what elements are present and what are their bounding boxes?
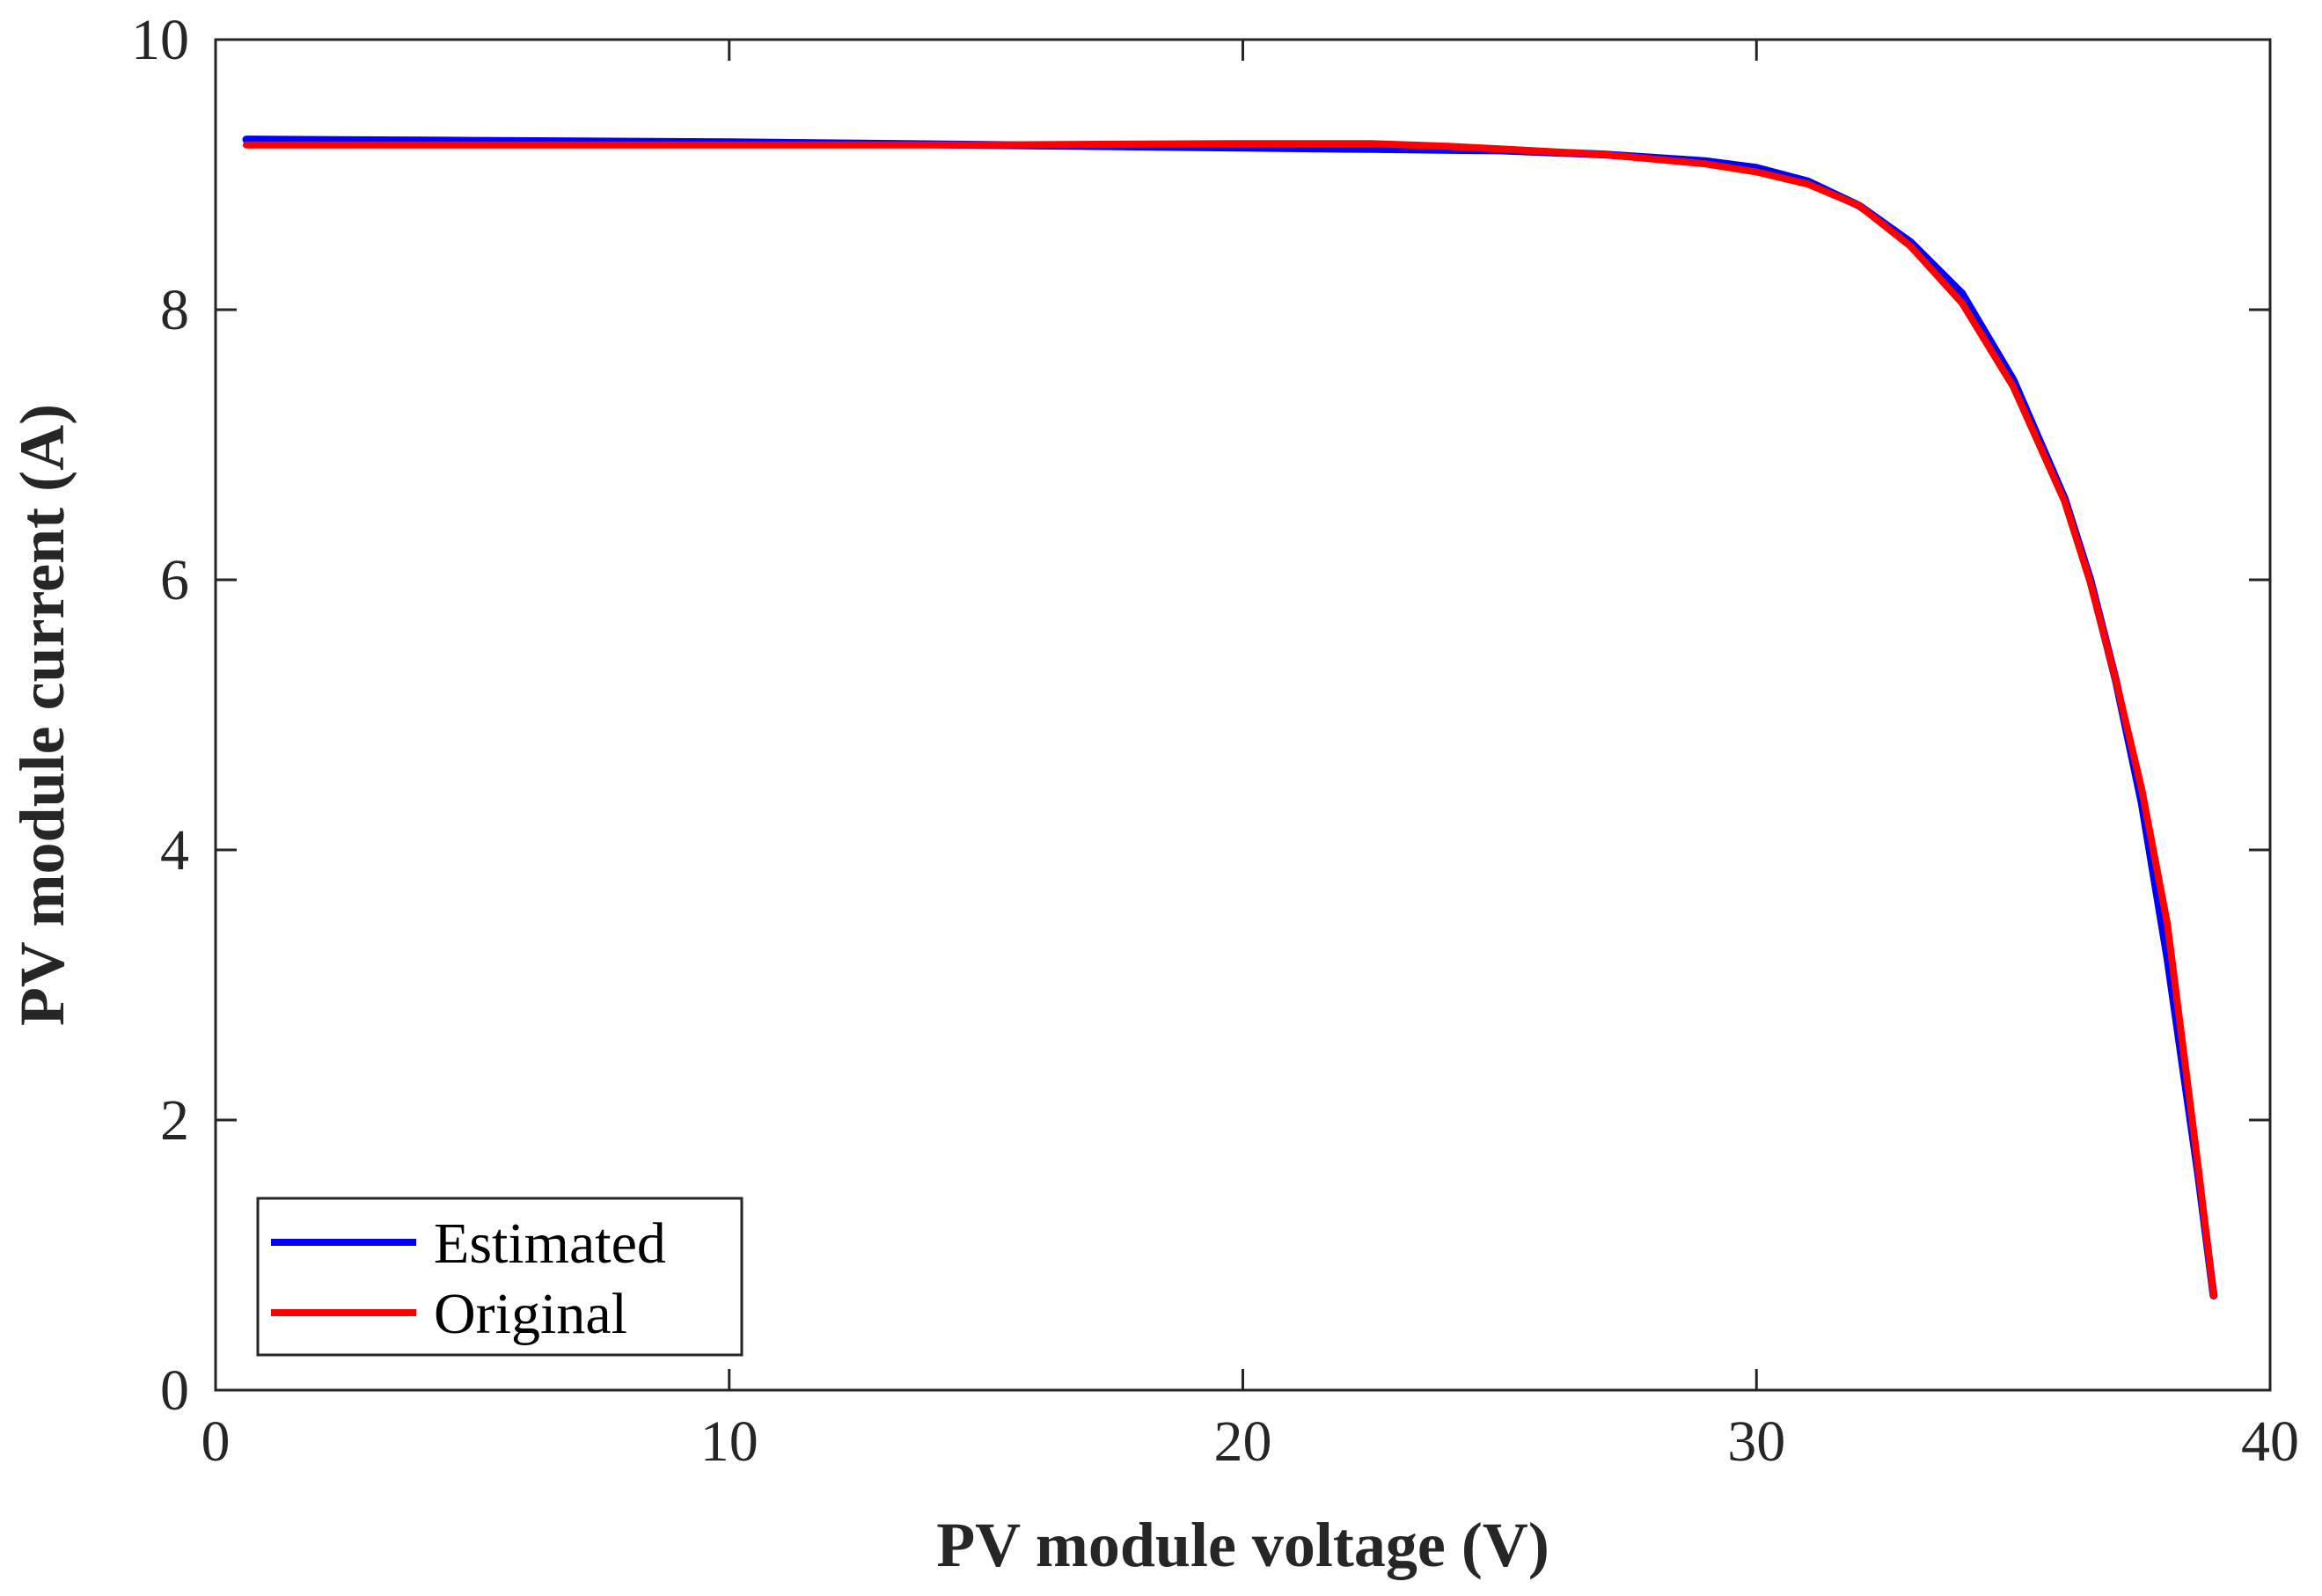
tick-layer: 0 10 20 30 40 0 2 4 6 8 10 [131,8,2299,1474]
x-tick-label: 10 [700,1409,758,1474]
legend-label-original: Original [434,1282,627,1346]
series-layer [242,135,2218,1299]
x-tick-label: 30 [1727,1409,1785,1474]
legend-label-estimated: Estimated [434,1212,666,1276]
x-tick-label: 0 [201,1409,231,1474]
x-axis-title: PV module voltage (V) [936,1510,1549,1580]
y-axis-title: PV module current (A) [7,404,77,1026]
legend-box [256,1197,743,1357]
series-line-original [243,140,2217,1299]
y-tick-label: 0 [160,1358,189,1423]
y-tick-label: 6 [160,548,189,612]
y-tick-label: 8 [160,278,189,342]
y-tick-label: 4 [160,818,189,882]
y-tick-label: 2 [160,1088,189,1153]
x-tick-label: 40 [2241,1409,2299,1474]
x-tick-label: 20 [1214,1409,1272,1474]
y-tick-label: 10 [131,8,189,72]
